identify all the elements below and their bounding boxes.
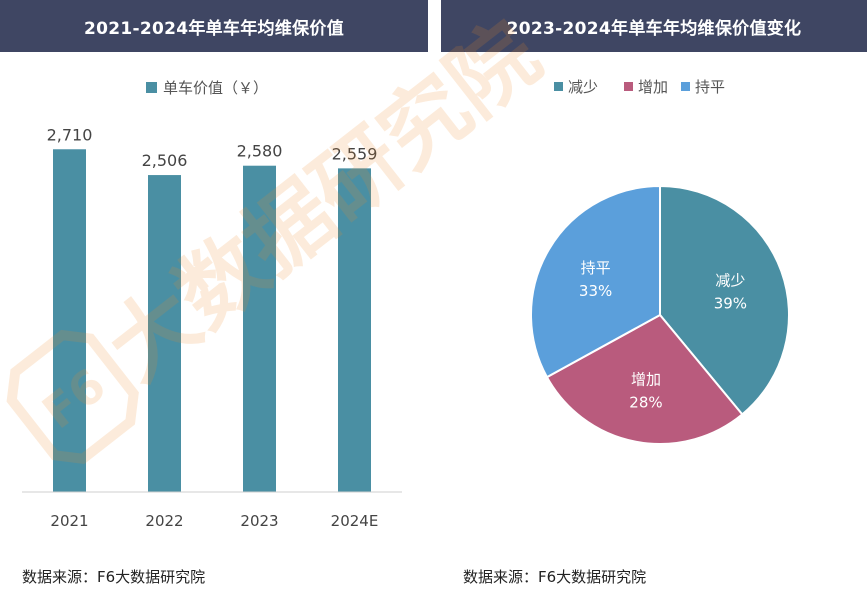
pie-legend: 减少 增加 持平 bbox=[554, 78, 725, 96]
pie-slice-value: 39% bbox=[714, 295, 747, 313]
bar-2024E bbox=[338, 168, 371, 492]
pie-slice-value: 28% bbox=[629, 393, 662, 411]
x-tick-label: 2023 bbox=[240, 512, 278, 530]
bar-value-label: 2,580 bbox=[237, 142, 283, 161]
pie-slice-name: 减少 bbox=[715, 272, 745, 290]
bar-2021 bbox=[53, 149, 86, 492]
left-panel: 2021-2024年单车年均维保价值 单车价值（￥） 2,710 2021 2,50… bbox=[0, 0, 428, 605]
pie-slice-name: 增加 bbox=[631, 370, 661, 388]
right-panel: 2023-2024年单车年均维保价值变化 减少 增加 持平 减少 39% 增加 28% 持平… bbox=[441, 0, 867, 605]
bar-value-label: 2,710 bbox=[47, 125, 93, 144]
bar-legend-label: 单车价值（￥） bbox=[163, 79, 268, 97]
bar-2023 bbox=[243, 165, 276, 492]
bar-legend: 单车价值（￥） bbox=[146, 79, 268, 97]
bar-legend-swatch bbox=[146, 82, 157, 93]
x-tick-label: 2024E bbox=[331, 512, 379, 530]
pie: 减少 39% 增加 28% 持平 33% bbox=[530, 184, 790, 445]
pie-legend-label: 增加 bbox=[638, 78, 668, 96]
bar-chart-source: 数据来源：F6大数据研究院 bbox=[22, 568, 206, 586]
pie-chart-title: 2023-2024年单车年均维保价值变化 bbox=[441, 0, 867, 52]
bar-2022 bbox=[148, 175, 181, 492]
pie-slice-name: 持平 bbox=[581, 259, 611, 277]
bar-chart: 单车价值（￥） 2,710 2021 2,506 2022 2,580 2023 2,559… bbox=[22, 79, 402, 530]
pie-legend-swatch bbox=[681, 82, 690, 91]
pie-legend-swatch bbox=[624, 82, 633, 91]
pie-slice-持平 bbox=[530, 184, 661, 379]
pie-slice-增加 bbox=[545, 313, 744, 445]
pie-legend-label: 减少 bbox=[568, 78, 598, 96]
x-tick-label: 2022 bbox=[145, 512, 183, 530]
bar-value-label: 2,506 bbox=[142, 151, 188, 170]
bar-chart-title: 2021-2024年单车年均维保价值 bbox=[0, 0, 428, 52]
bar-value-label: 2,559 bbox=[332, 144, 378, 163]
pie-chart-source: 数据来源：F6大数据研究院 bbox=[463, 568, 647, 586]
pie-slice-value: 33% bbox=[579, 282, 612, 300]
bars: 2,710 2021 2,506 2022 2,580 2023 2,559 2024E bbox=[47, 125, 379, 530]
pie-legend-swatch bbox=[554, 82, 563, 91]
pie-slice-减少 bbox=[659, 184, 790, 416]
x-tick-label: 2021 bbox=[50, 512, 88, 530]
pie-legend-label: 持平 bbox=[695, 78, 725, 96]
